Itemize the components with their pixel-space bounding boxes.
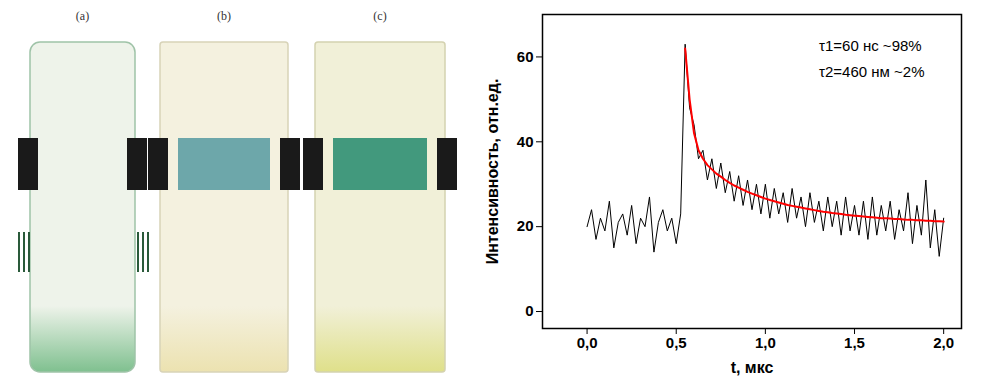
svg-text:40: 40 — [517, 133, 534, 150]
svg-text:(c): (c) — [373, 9, 386, 23]
svg-text:τ2=460 нм ~2%: τ2=460 нм ~2% — [819, 63, 924, 80]
svg-text:1,0: 1,0 — [755, 334, 776, 351]
svg-text:0,5: 0,5 — [666, 334, 687, 351]
svg-text:0,0: 0,0 — [577, 334, 598, 351]
svg-text:0: 0 — [525, 302, 533, 319]
svg-text:(b): (b) — [217, 9, 231, 23]
svg-text:(a): (a) — [76, 9, 89, 23]
svg-text:2,0: 2,0 — [933, 334, 954, 351]
svg-text:Интенсивность, отн.ед.: Интенсивность, отн.ед. — [484, 79, 501, 265]
svg-text:t, мкс: t, мкс — [731, 359, 774, 376]
svg-text:τ1=60 нс ~98%: τ1=60 нс ~98% — [819, 37, 922, 54]
svg-text:60: 60 — [517, 48, 534, 65]
svg-text:1,5: 1,5 — [844, 334, 865, 351]
svg-text:20: 20 — [517, 217, 534, 234]
